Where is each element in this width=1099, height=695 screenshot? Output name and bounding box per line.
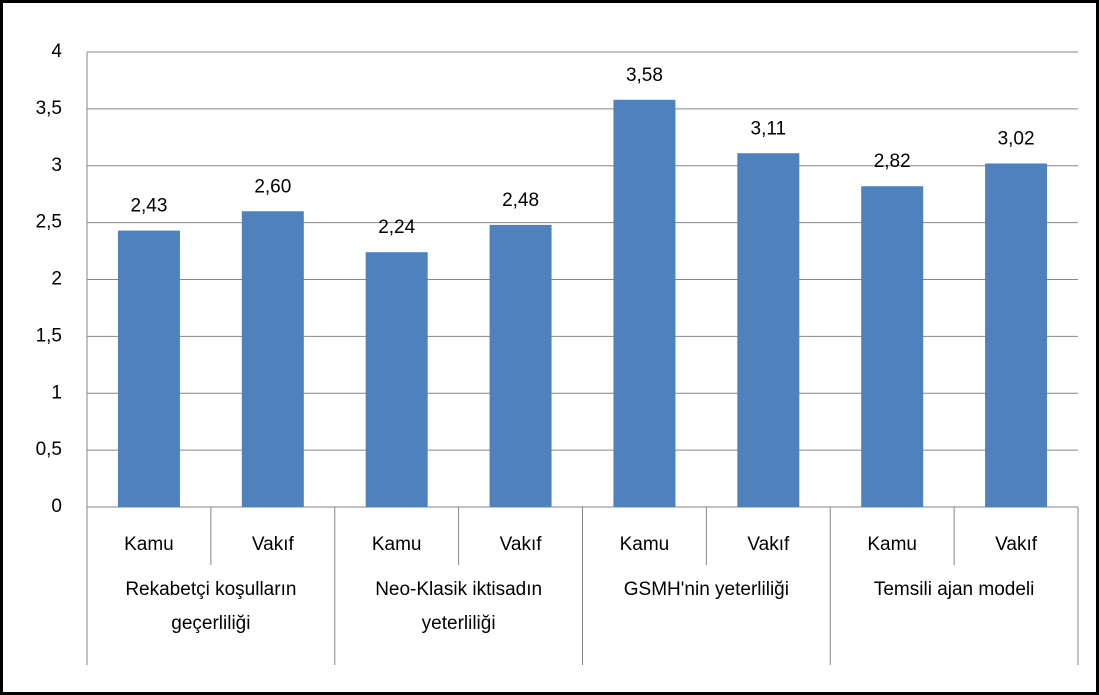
bar <box>613 99 676 508</box>
data-label: 3,58 <box>626 65 663 86</box>
group-label: Temsili ajan modeli <box>873 579 1035 600</box>
x-tick-label: Vakıf <box>500 534 543 555</box>
data-label: 2,43 <box>130 196 167 217</box>
x-tick-label: Vakıf <box>995 534 1038 555</box>
data-label: 2,24 <box>378 217 415 238</box>
bar <box>117 230 180 507</box>
y-tick-label: 0 <box>51 496 62 517</box>
x-tick-label: Kamu <box>372 534 422 555</box>
y-tick-label: 4 <box>51 41 62 62</box>
y-tick-label: 0,5 <box>36 439 62 460</box>
x-tick-label: Kamu <box>620 534 670 555</box>
bar <box>489 224 552 507</box>
group-label-box: Neo-Klasik iktisadın yeterliliği <box>375 579 543 634</box>
y-tick-label: 2,5 <box>36 212 62 233</box>
y-tick-label: 1,5 <box>36 325 62 346</box>
data-label: 3,02 <box>998 128 1035 149</box>
x-tick-label: Vakıf <box>252 534 295 555</box>
bar <box>737 153 800 508</box>
data-label: 2,82 <box>874 151 911 172</box>
group-label: GSMH'nin yeterliliği <box>623 579 789 600</box>
data-label: 2,48 <box>502 190 539 211</box>
data-label: 2,60 <box>254 176 291 197</box>
bar <box>985 163 1048 507</box>
bar <box>241 211 304 507</box>
y-tick-label: 3,5 <box>36 98 62 119</box>
x-tick-label: Kamu <box>124 534 174 555</box>
bar <box>365 252 428 507</box>
bar <box>861 186 924 507</box>
group-label: Neo-Klasik iktisadın yeterliliği <box>375 579 543 634</box>
group-label-box: Temsili ajan modeli <box>873 579 1035 600</box>
y-tick-label: 1 <box>51 382 62 403</box>
y-tick-label: 2 <box>51 269 62 290</box>
group-label: Rekabetçi koşulların geçerliliği <box>125 579 297 634</box>
group-label-box: Rekabetçi koşulların geçerliliği <box>125 579 297 634</box>
data-label: 3,11 <box>751 118 787 139</box>
group-label-box: GSMH'nin yeterliliği <box>623 579 789 600</box>
x-tick-label: Vakıf <box>747 534 790 555</box>
x-tick-label: Kamu <box>867 534 917 555</box>
y-tick-label: 3 <box>51 155 62 176</box>
